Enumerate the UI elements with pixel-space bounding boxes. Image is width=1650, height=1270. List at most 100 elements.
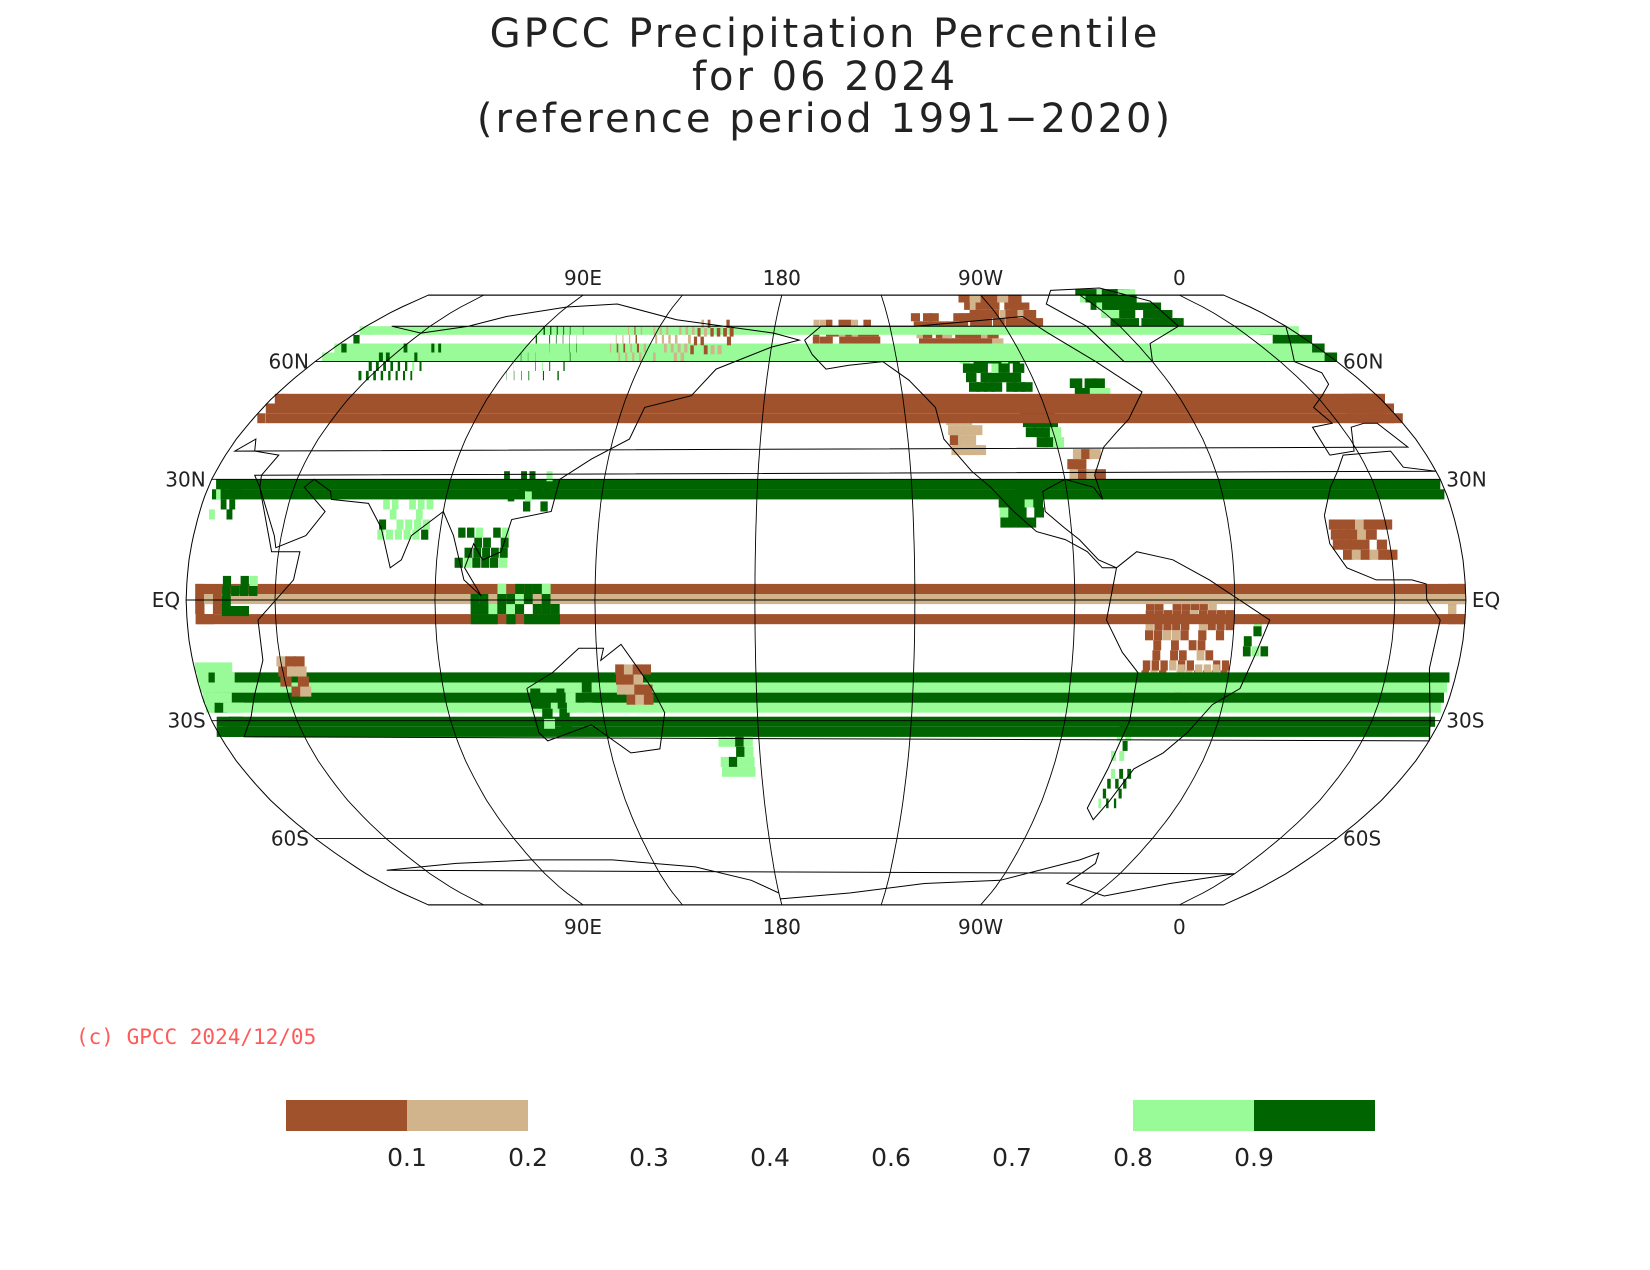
- grid-cell: [1279, 326, 1299, 335]
- grid-cell: [524, 614, 534, 625]
- grid-cell: [549, 361, 551, 371]
- grid-cell: [285, 656, 296, 667]
- grid-cell: [956, 425, 967, 436]
- grid-cell: [389, 343, 394, 353]
- legend-tick-label: 0.2: [508, 1143, 548, 1172]
- grid-cell: [634, 684, 644, 695]
- grid-cell: [839, 336, 847, 346]
- grid-cell: [497, 583, 507, 594]
- grid-cell: [265, 413, 266, 424]
- grid-cell: [1146, 600, 1155, 611]
- grid-cell: [929, 313, 939, 322]
- grid-cell: [540, 501, 548, 512]
- region-siberia-central: [506, 326, 590, 381]
- grid-cell: [202, 682, 1447, 693]
- grid-cell: [1292, 334, 1313, 344]
- grid-cell: [195, 594, 204, 605]
- grid-cell: [1153, 640, 1162, 651]
- grid-cell: [624, 674, 635, 685]
- grid-cell: [1181, 600, 1191, 611]
- grid-cell: [1113, 798, 1117, 809]
- grid-cell: [1074, 388, 1088, 398]
- grid-cell: [999, 507, 1010, 518]
- grid-cell: [386, 529, 394, 540]
- grid-cell: [1102, 788, 1107, 799]
- grid-cell: [1351, 549, 1363, 560]
- grid-cell: [919, 338, 929, 348]
- grid-cell: [195, 583, 1466, 594]
- grid-cell: [925, 338, 936, 348]
- left-lat-label: 30N: [165, 467, 205, 491]
- outline-greenland: [1045, 287, 1180, 363]
- grid-cell: [195, 583, 205, 594]
- grid-cell: [710, 328, 714, 337]
- region-australia-west: [530, 688, 572, 729]
- grid-cell: [211, 692, 224, 703]
- grid-cell: [1163, 620, 1172, 631]
- grid-cell: [1181, 620, 1190, 631]
- grid-cell: [630, 343, 633, 353]
- grid-cell: [716, 328, 721, 337]
- grid-cell: [1023, 310, 1037, 319]
- grid-cell: [1155, 310, 1173, 319]
- grid-cell: [728, 756, 739, 767]
- grid-cell: [991, 363, 1003, 373]
- grid-cell: [535, 718, 547, 729]
- bottom-lon-label: 0: [1173, 915, 1186, 939]
- grid-cell: [987, 302, 1000, 310]
- grid-cell: [248, 585, 258, 596]
- grid-cell: [1348, 529, 1360, 540]
- grid-cell: [844, 319, 852, 328]
- grid-cell: [1000, 517, 1010, 528]
- copyright-notice: (c) GPCC 2024/12/05: [76, 1025, 317, 1049]
- grid-cell: [1044, 437, 1056, 448]
- grid-cell: [507, 491, 515, 502]
- bottom-lon-label: 180: [763, 915, 801, 939]
- grid-cell: [1346, 519, 1358, 530]
- grid-cell: [643, 694, 654, 705]
- region-amazon: [1141, 600, 1235, 681]
- grid-cell: [265, 403, 1385, 414]
- grid-cell: [341, 343, 347, 353]
- grid-cell: [1110, 318, 1127, 327]
- grid-cell: [726, 336, 731, 346]
- grid-cell: [1171, 640, 1179, 651]
- grid-cell: [616, 674, 626, 685]
- grid-cell: [294, 656, 305, 667]
- top-lon-label: 0: [1173, 266, 1186, 290]
- grid-cell: [1178, 650, 1187, 661]
- grid-cell: [540, 698, 551, 709]
- grid-cell: [626, 694, 637, 705]
- grid-cell: [1119, 750, 1125, 761]
- region-new-zealand: [718, 736, 756, 777]
- grid-cell: [959, 313, 971, 322]
- grid-cell: [535, 334, 537, 344]
- grid-cell: [414, 519, 422, 530]
- grid-cell: [388, 370, 391, 381]
- grid-cell: [1006, 382, 1018, 392]
- grid-cell: [1160, 660, 1168, 671]
- grid-cell: [559, 708, 570, 719]
- grid-cell: [223, 672, 235, 683]
- grid-cell: [743, 736, 753, 747]
- grid-cell: [556, 326, 558, 335]
- grid-cell: [380, 370, 384, 381]
- grid-cell: [1122, 740, 1128, 751]
- legend-tick-label: 0.3: [629, 1143, 669, 1172]
- grid-cell: [745, 756, 755, 767]
- grid-cell: [1215, 630, 1225, 641]
- grid-cell: [412, 529, 420, 540]
- grid-cell: [197, 672, 209, 683]
- grid-cell: [497, 604, 507, 615]
- grid-cell: [967, 445, 978, 456]
- grid-cell: [515, 604, 525, 615]
- grid-cell: [410, 370, 413, 381]
- continent-outlines: [232, 287, 1441, 900]
- grid-cell: [195, 594, 1466, 605]
- grid-cell: [1355, 519, 1366, 530]
- legend-tick-label: 0.7: [992, 1143, 1032, 1172]
- grid-cell: [1357, 529, 1368, 540]
- grid-cell: [1125, 302, 1144, 310]
- grid-cell: [479, 614, 489, 625]
